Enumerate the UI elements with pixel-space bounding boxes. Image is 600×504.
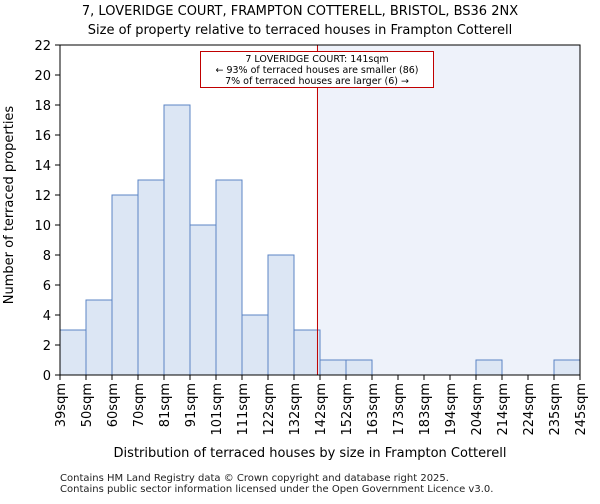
y-tick-label-2: 2 [43, 339, 51, 354]
x-tick-label-111sqm: 111sqm [236, 383, 251, 436]
x-tick-label-224sqm: 224sqm [522, 383, 537, 436]
x-tick-label-183sqm: 183sqm [418, 383, 433, 436]
y-tick-label-18: 18 [34, 99, 51, 114]
bar-142sqm [319, 359, 347, 376]
bar-60sqm [111, 194, 139, 376]
y-tick-label-12: 12 [34, 189, 51, 204]
x-tick-label-194sqm: 194sqm [444, 383, 459, 436]
footer-licence: Contains public sector information licen… [60, 484, 494, 495]
chart-title-block: 7, LOVERIDGE COURT, FRAMPTON COTTERELL, … [0, 2, 600, 40]
x-tick-label-50sqm: 50sqm [80, 383, 95, 427]
y-tick-label-0: 0 [43, 369, 51, 384]
y-tick-label-16: 16 [34, 129, 51, 144]
y-tick-label-22: 22 [34, 39, 51, 54]
bar-101sqm [215, 179, 243, 376]
bar-132sqm [293, 329, 321, 376]
x-tick-label-152sqm: 152sqm [340, 383, 355, 436]
bar-81sqm [163, 104, 191, 376]
bar-39sqm [59, 329, 87, 376]
x-tick-label-235sqm: 235sqm [548, 383, 563, 436]
y-tick-label-10: 10 [34, 219, 51, 234]
x-axis-label: Distribution of terraced houses by size … [114, 446, 507, 461]
x-tick-label-245sqm: 245sqm [574, 383, 589, 436]
x-tick-label-70sqm: 70sqm [132, 383, 147, 427]
x-tick-label-101sqm: 101sqm [210, 383, 225, 436]
x-tick-label-81sqm: 81sqm [158, 383, 173, 427]
y-tick-label-8: 8 [43, 249, 51, 264]
bar-152sqm [345, 359, 373, 376]
x-tick-label-39sqm: 39sqm [54, 383, 69, 427]
bar-204sqm [475, 359, 503, 376]
bar-50sqm [85, 299, 113, 376]
y-tick-label-20: 20 [34, 69, 51, 84]
x-tick-label-91sqm: 91sqm [184, 383, 199, 427]
x-tick-label-163sqm: 163sqm [366, 383, 381, 436]
annotation-smaller: ← 93% of terraced houses are smaller (86… [215, 65, 419, 76]
highlight-region [317, 45, 580, 375]
marker-annotation: 7 LOVERIDGE COURT: 141sqm ← 93% of terra… [200, 51, 434, 88]
x-tick-label-173sqm: 173sqm [392, 383, 407, 436]
chart-title: 7, LOVERIDGE COURT, FRAMPTON COTTERELL, … [81, 4, 519, 19]
footer: Contains HM Land Registry data © Crown c… [60, 473, 493, 495]
x-tick-label-142sqm: 142sqm [314, 383, 329, 436]
y-tick-label-6: 6 [43, 279, 51, 294]
x-tick-label-122sqm: 122sqm [262, 383, 277, 436]
y-tick-label-14: 14 [34, 159, 51, 174]
x-tick-label-204sqm: 204sqm [470, 383, 485, 436]
y-tick-label-4: 4 [43, 309, 51, 324]
x-tick-label-60sqm: 60sqm [106, 383, 121, 427]
bar-91sqm [189, 224, 217, 376]
x-tick-label-132sqm: 132sqm [288, 383, 303, 436]
bar-70sqm [137, 179, 165, 376]
y-axis-label: Number of terraced properties [2, 106, 17, 305]
bar-235sqm [553, 359, 581, 376]
footer-copyright: Contains HM Land Registry data © Crown c… [60, 473, 449, 484]
annotation-title: 7 LOVERIDGE COURT: 141sqm [245, 54, 389, 65]
annotation-larger: 7% of terraced houses are larger (6) → [225, 76, 409, 87]
x-tick-label-214sqm: 214sqm [496, 383, 511, 436]
chart-subtitle: Size of property relative to terraced ho… [87, 23, 513, 38]
bar-111sqm [241, 314, 269, 376]
bar-122sqm [267, 254, 295, 376]
